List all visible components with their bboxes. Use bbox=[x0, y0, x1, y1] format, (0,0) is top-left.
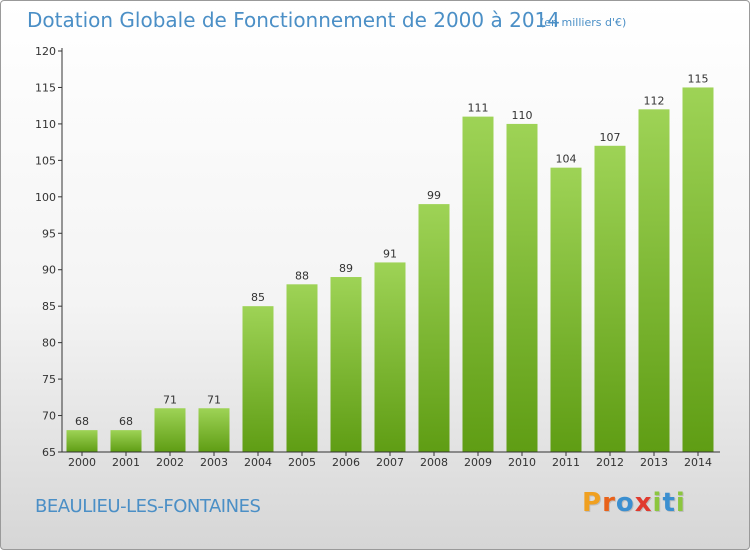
bar-2013 bbox=[638, 109, 670, 452]
bars-layer bbox=[66, 87, 714, 453]
x-tick-label-2007: 2007 bbox=[376, 456, 404, 469]
value-label-2012: 107 bbox=[600, 131, 621, 144]
bar-2006 bbox=[330, 277, 362, 452]
y-tick-label-80: 80 bbox=[42, 337, 56, 350]
bar-2011 bbox=[550, 167, 582, 452]
chart-title: Dotation Globale de Fonctionnement de 20… bbox=[27, 8, 560, 32]
x-tick-label-2011: 2011 bbox=[552, 456, 580, 469]
y-tick-label-120: 120 bbox=[35, 45, 56, 58]
commune-name: BEAULIEU-LES-FONTAINES bbox=[35, 496, 261, 517]
y-tick-label-115: 115 bbox=[35, 81, 56, 94]
value-label-2006: 89 bbox=[339, 262, 353, 275]
value-label-2004: 85 bbox=[251, 291, 265, 304]
y-tick-label-110: 110 bbox=[35, 118, 56, 131]
bar-2007 bbox=[374, 262, 406, 452]
logo-letter: r bbox=[602, 488, 616, 518]
logo-letter: o bbox=[615, 488, 635, 518]
x-tick-label-2003: 2003 bbox=[200, 456, 228, 469]
axes-layer bbox=[58, 48, 720, 456]
value-label-2010: 110 bbox=[512, 109, 533, 122]
y-tick-label-75: 75 bbox=[42, 373, 56, 386]
bar-2010 bbox=[506, 123, 538, 452]
x-tick-label-2004: 2004 bbox=[244, 456, 272, 469]
x-tick-label-2002: 2002 bbox=[156, 456, 184, 469]
bar-2008 bbox=[418, 204, 450, 452]
bar-2012 bbox=[594, 145, 626, 453]
value-label-2005: 88 bbox=[295, 269, 309, 282]
bar-2014 bbox=[682, 87, 714, 453]
y-tick-label-105: 105 bbox=[35, 154, 56, 167]
labels-layer: 68 2000 68 2001 71 2002 71 2003 85 2004 88 2005 89 20… bbox=[35, 45, 712, 469]
logo-letter: i bbox=[675, 488, 686, 518]
value-label-2007: 91 bbox=[383, 247, 397, 260]
y-tick-label-70: 70 bbox=[42, 410, 56, 423]
x-tick-label-2014: 2014 bbox=[684, 456, 712, 469]
y-tick-label-65: 65 bbox=[42, 446, 56, 459]
proxiti-logo[interactable]: Proxiti bbox=[582, 488, 686, 518]
value-label-2002: 71 bbox=[163, 393, 177, 406]
chart-unit: (en milliers d'€) bbox=[540, 16, 627, 29]
y-tick-label-95: 95 bbox=[42, 227, 56, 240]
bar-2004 bbox=[242, 306, 274, 452]
y-tick-label-90: 90 bbox=[42, 264, 56, 277]
bar-2003 bbox=[198, 408, 230, 452]
bar-2002 bbox=[154, 408, 186, 452]
x-tick-label-2010: 2010 bbox=[508, 456, 536, 469]
value-label-2013: 112 bbox=[644, 94, 665, 107]
y-tick-label-100: 100 bbox=[35, 191, 56, 204]
logo-letter: t bbox=[662, 488, 676, 518]
value-label-2008: 99 bbox=[427, 189, 441, 202]
value-label-2001: 68 bbox=[119, 415, 133, 428]
value-label-2000: 68 bbox=[75, 415, 89, 428]
bar-2005 bbox=[286, 284, 318, 452]
value-label-2011: 104 bbox=[556, 153, 577, 166]
bar-2000 bbox=[66, 430, 98, 452]
x-tick-label-2005: 2005 bbox=[288, 456, 316, 469]
x-tick-label-2006: 2006 bbox=[332, 456, 360, 469]
value-label-2014: 115 bbox=[688, 72, 709, 85]
x-tick-label-2000: 2000 bbox=[68, 456, 96, 469]
x-tick-label-2009: 2009 bbox=[464, 456, 492, 469]
x-tick-label-2012: 2012 bbox=[596, 456, 624, 469]
bar-2001 bbox=[110, 430, 142, 452]
logo-letter: x bbox=[634, 488, 653, 518]
x-tick-label-2001: 2001 bbox=[112, 456, 140, 469]
x-tick-label-2008: 2008 bbox=[420, 456, 448, 469]
value-label-2009: 111 bbox=[468, 102, 489, 115]
value-label-2003: 71 bbox=[207, 393, 221, 406]
logo-letter: P bbox=[582, 488, 603, 518]
y-tick-label-85: 85 bbox=[42, 300, 56, 313]
x-tick-label-2013: 2013 bbox=[640, 456, 668, 469]
logo-letter: i bbox=[652, 488, 663, 518]
bar-2009 bbox=[462, 116, 494, 453]
